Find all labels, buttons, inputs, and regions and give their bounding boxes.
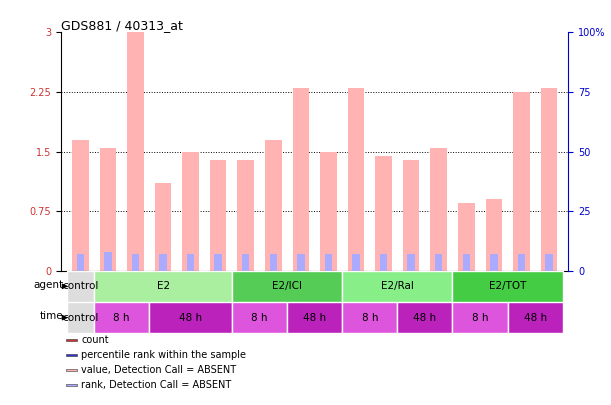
Text: 48 h: 48 h [303,313,326,323]
Bar [182,151,199,271]
Text: rank, Detection Call = ABSENT: rank, Detection Call = ABSENT [81,379,232,390]
Bar [66,369,78,371]
Bar [463,254,470,271]
Bar [67,302,94,333]
Bar [67,271,94,302]
Bar [453,271,563,302]
Text: 8 h: 8 h [472,313,488,323]
Bar [508,302,563,333]
Bar [210,160,227,271]
Bar [242,254,249,271]
Bar [545,254,553,271]
Bar [375,156,392,271]
Bar [72,140,89,271]
Bar [458,203,475,271]
Text: value, Detection Call = ABSENT: value, Detection Call = ABSENT [81,365,236,375]
Bar [66,354,78,356]
Bar [397,302,453,333]
Bar [66,384,78,386]
Bar [127,32,144,271]
Text: 48 h: 48 h [179,313,202,323]
Text: percentile rank within the sample: percentile rank within the sample [81,350,246,360]
Text: 48 h: 48 h [524,313,547,323]
Text: E2/Ral: E2/Ral [381,281,414,291]
Bar [518,254,525,271]
Text: GDS881 / 40313_at: GDS881 / 40313_at [61,19,183,32]
Bar [76,254,84,271]
Bar [342,302,397,333]
Bar [435,254,442,271]
Bar [132,254,139,271]
Bar [104,252,112,271]
Bar [297,254,305,271]
Text: E2/ICI: E2/ICI [272,281,302,291]
Bar [513,92,530,271]
Bar [269,254,277,271]
Bar [353,254,360,271]
Bar [149,302,232,333]
Bar [187,254,194,271]
Bar [342,271,453,302]
Bar [453,302,508,333]
Bar [380,254,387,271]
Text: 8 h: 8 h [114,313,130,323]
Bar [541,88,557,271]
Bar [430,147,447,271]
Bar [265,140,282,271]
Text: control: control [62,313,98,323]
Bar [293,88,309,271]
Text: 48 h: 48 h [414,313,436,323]
Bar [94,271,232,302]
Bar [94,302,149,333]
Bar [403,160,419,271]
Text: 8 h: 8 h [362,313,378,323]
Bar [408,254,415,271]
Bar [490,254,497,271]
Bar [324,254,332,271]
Bar [348,88,364,271]
Bar [100,147,116,271]
Text: E2: E2 [156,281,170,291]
Bar [232,271,342,302]
Bar [214,254,222,271]
Text: agent: agent [33,280,64,290]
Bar [66,339,78,341]
Text: E2/TOT: E2/TOT [489,281,526,291]
Bar [159,254,167,271]
Text: count: count [81,335,109,345]
Text: control: control [62,281,98,291]
Bar [238,160,254,271]
Bar [232,302,287,333]
Bar [486,199,502,271]
Text: 8 h: 8 h [251,313,268,323]
Bar [155,183,171,271]
Text: time: time [40,311,64,321]
Bar [287,302,342,333]
Bar [320,151,337,271]
